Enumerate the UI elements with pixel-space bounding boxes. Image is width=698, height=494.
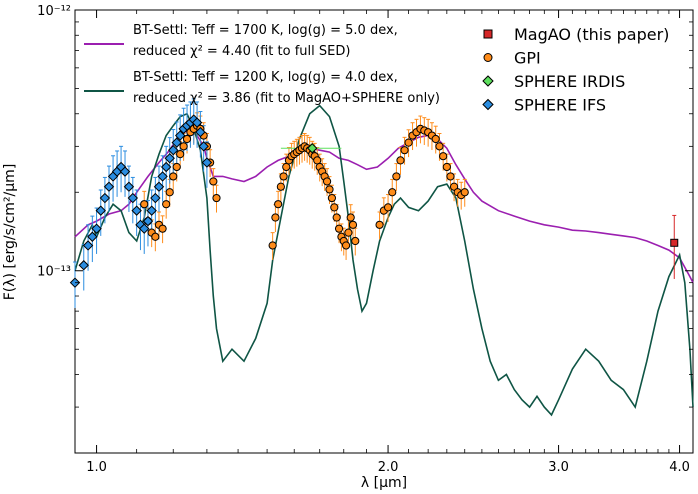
magao-this-paper-point: [670, 238, 679, 247]
sphere-ifs-point: [82, 240, 94, 251]
gpi-point: [332, 213, 341, 222]
model-legend-text: reduced χ² = 4.40 (fit to full SED): [133, 44, 350, 59]
gpi-point: [274, 200, 283, 209]
gpi-point: [212, 193, 221, 203]
data-points: [69, 114, 679, 288]
gpi-point: [348, 220, 358, 229]
model-legend-text: BT-Settl: Teff = 1700 K, log(g) = 5.0 de…: [133, 23, 398, 38]
gpi-point: [375, 220, 384, 229]
y-axis-label: F(λ) [erg/s/cm²/μm]: [2, 164, 18, 301]
gpi-point: [442, 162, 451, 172]
sphere-ifs-point: [103, 181, 115, 192]
sphere-ifs-point: [123, 181, 135, 192]
sphere-ifs-point: [91, 223, 102, 234]
legend-label: SPHERE IRDIS: [514, 72, 625, 91]
gpi-point: [388, 188, 397, 197]
gpi-point: [279, 172, 288, 181]
y-tick-label: 10⁻¹³: [37, 265, 71, 280]
x-tick-label: 3.0: [548, 460, 569, 475]
gpi-point: [404, 138, 413, 147]
sphere-ifs-point: [95, 205, 106, 216]
sphere-ifs-point: [198, 141, 209, 152]
gpi-point: [446, 172, 455, 181]
gpi-point: [392, 172, 401, 181]
legend-marker: [483, 53, 493, 62]
model-legend-text: BT-Settl: Teff = 1200 K, log(g) = 4.0 de…: [133, 70, 398, 85]
gpi-point: [400, 146, 409, 155]
gpi-point: [179, 142, 188, 151]
gpi-point: [396, 156, 405, 165]
sphere-ifs-point: [142, 215, 154, 227]
sphere-ifs-point: [99, 192, 111, 204]
gpi-point: [351, 236, 360, 246]
sphere-ifs-point: [119, 166, 131, 177]
gpi-point: [435, 142, 444, 151]
sphere-ifs-point: [139, 223, 150, 234]
sphere-ifs-point: [168, 144, 179, 156]
sphere-ifs-point: [164, 153, 175, 164]
legend-marker: [482, 98, 494, 111]
gpi-point: [460, 188, 469, 197]
legend-label: SPHERE IFS: [514, 96, 606, 115]
gpi-point: [325, 185, 334, 194]
gpi-point: [165, 188, 174, 197]
gpi-point: [276, 182, 285, 191]
gpi-point: [439, 152, 448, 161]
sphere-ifs-point: [127, 192, 139, 204]
legend-label: MagAO (this paper): [514, 25, 669, 44]
sphere-ifs-point: [201, 157, 213, 168]
gpi-point: [322, 177, 332, 186]
sphere-ifs-point: [78, 260, 89, 271]
gpi-point: [271, 213, 280, 222]
sphere-ifs-point: [174, 130, 186, 141]
gpi-point: [151, 232, 160, 241]
model-legend: BT-Settl: Teff = 1700 K, log(g) = 5.0 de…: [84, 23, 440, 106]
gpi-point: [209, 177, 218, 186]
gpi-point: [327, 193, 337, 203]
legend-label: GPI: [514, 49, 541, 68]
sphere-ifs-point: [160, 161, 172, 173]
legend-marker: [482, 75, 494, 87]
model-legend-text: reduced χ² = 3.86 (fit to MagAO+SPHERE o…: [133, 91, 440, 106]
instrument-legend: MagAO (this paper) GPI SPHERE IRDIS SPHERE …: [482, 25, 669, 115]
gpi-point: [344, 228, 353, 237]
sphere-ifs-point: [195, 126, 206, 138]
sphere-ifs-point: [157, 171, 168, 182]
gpi-point: [346, 213, 355, 222]
gpi-point: [158, 224, 167, 233]
gpi-point: [268, 241, 277, 250]
gpi-point: [330, 203, 339, 212]
sphere-ifs-point: [191, 117, 203, 128]
gpi-point: [334, 224, 344, 233]
x-tick-label: 1.0: [86, 460, 107, 475]
x-tick-label: 4.0: [669, 460, 690, 475]
x-tick-label: 2.0: [378, 460, 399, 475]
x-axis-label: λ [μm]: [361, 475, 407, 491]
y-tick-label: 10⁻¹²: [37, 4, 71, 19]
sphere-ifs-point: [153, 181, 165, 192]
gpi-point: [383, 203, 393, 212]
gpi-point: [162, 200, 171, 209]
model-curves: [74, 104, 694, 417]
gpi-point: [431, 134, 440, 144]
model-curve-2: [74, 104, 694, 417]
legend-marker: [483, 29, 493, 39]
sphere-irdis-point: [307, 143, 318, 154]
sphere-ifs-point: [146, 205, 157, 216]
sphere-ifs-point: [87, 231, 98, 242]
gpi-point: [176, 150, 185, 159]
gpi-point: [169, 172, 178, 181]
sphere-ifs-point: [131, 205, 142, 216]
gpi-point: [172, 162, 181, 172]
gpi-point: [140, 200, 149, 209]
gpi-point: [341, 241, 351, 250]
gpi-point: [182, 134, 192, 144]
sphere-ifs-point: [150, 192, 161, 204]
sphere-ifs-point: [171, 137, 182, 148]
axes: 1.0 2.0 3.0 4.0 10⁻¹³ 10⁻¹²: [37, 4, 693, 475]
plot-frame: [74, 9, 694, 454]
